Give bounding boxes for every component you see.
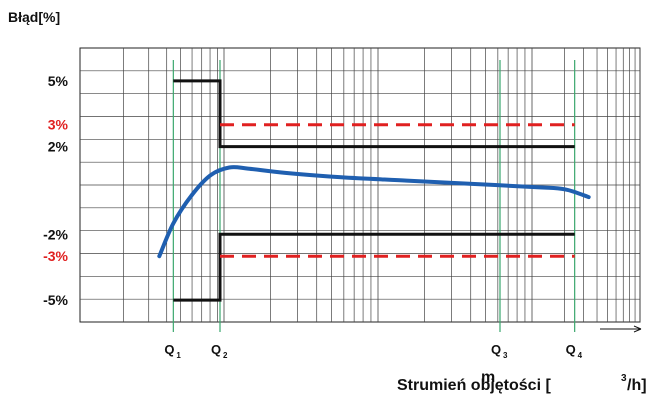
series-layer (157, 60, 591, 332)
label-layer: Q 1 Q 2 Q 3 Q 45%3%2%-2%-3%-5% (43, 73, 583, 360)
x-axis-label-unit-overlay: m (481, 369, 495, 386)
grid (79, 47, 641, 323)
mpe-upper-limit-line (173, 79, 575, 149)
y-tick-label: -5% (43, 292, 68, 308)
y-tick-label: 5% (48, 73, 69, 89)
y-axis-label: Błąd[%] (8, 9, 60, 25)
x-direction-arrow (600, 325, 642, 333)
q-marker-subscript: 4 (578, 351, 583, 360)
q-marker-subscript: 3 (503, 351, 508, 360)
q-marker-label: Q (491, 342, 501, 357)
q-marker-subscript: 2 (223, 351, 228, 360)
q-marker-subscript: 1 (176, 351, 181, 360)
y-tick-label: 2% (48, 139, 69, 155)
q-marker-label: Q (164, 342, 174, 357)
y-tick-label: -3% (43, 248, 68, 264)
error-curve (157, 165, 591, 259)
x-axis-label-superscript: 3 (621, 373, 627, 384)
mpe-lower-limit-line (173, 232, 575, 302)
y-tick-label: -2% (43, 226, 68, 242)
x-axis-label: Strumień objętości [ (397, 377, 551, 394)
y-tick-label: 3% (48, 117, 69, 133)
q-marker-label: Q (211, 342, 221, 357)
x-axis-label-tail: /h] (627, 377, 647, 394)
q-marker-label: Q (566, 342, 576, 357)
